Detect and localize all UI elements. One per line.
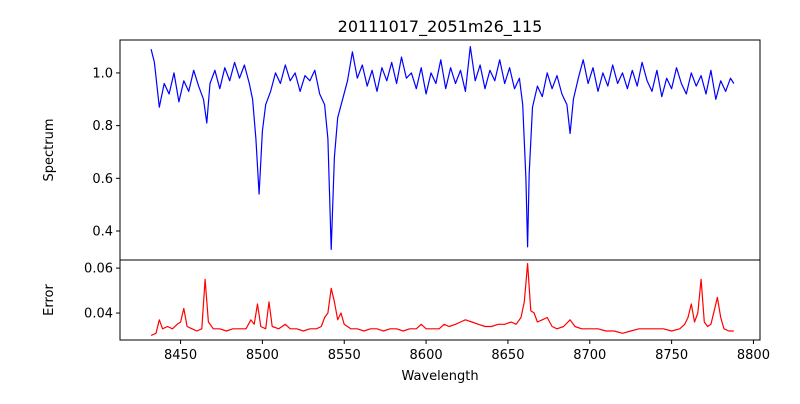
spectrum-ytick-label: 1.0 xyxy=(92,66,113,81)
xtick-label: 8750 xyxy=(655,348,688,363)
chart-title: 20111017_2051m26_115 xyxy=(338,17,543,37)
xtick-label: 8700 xyxy=(573,348,606,363)
spectrum-ytick-label: 0.8 xyxy=(92,119,113,134)
xtick-label: 8500 xyxy=(246,348,279,363)
spectrum-ytick-label: 0.6 xyxy=(92,172,113,187)
error-ytick-label: 0.04 xyxy=(84,307,113,322)
xtick-label: 8450 xyxy=(164,348,197,363)
error-axes-frame xyxy=(119,259,761,341)
x-axis-label: Wavelength xyxy=(401,369,478,384)
spectrum-series-line xyxy=(150,46,735,251)
top-ylabel: Spectrum xyxy=(42,119,57,182)
xtick-label: 8550 xyxy=(328,348,361,363)
bottom-ylabel: Error xyxy=(42,284,57,316)
error-ytick-label: 0.06 xyxy=(84,262,113,277)
error-panel: 0.04 0.06 8450 8500 8550 8600 8650 8700 8750 8800 xyxy=(84,259,770,363)
xtick-label: 8600 xyxy=(410,348,443,363)
error-series-line xyxy=(150,263,734,337)
spectrum-ytick-label: 0.4 xyxy=(92,225,113,240)
xtick-label: 8650 xyxy=(491,348,524,363)
xtick-label: 8800 xyxy=(737,348,770,363)
